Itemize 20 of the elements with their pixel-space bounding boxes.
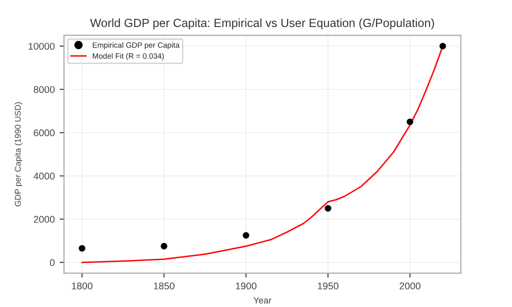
point bbox=[242, 232, 250, 239]
chart-title: World GDP per Capita: Empirical vs User Equation (G/Population) bbox=[90, 18, 434, 30]
y-tick-label: 10000 bbox=[28, 42, 55, 50]
y-tick-label: 4000 bbox=[34, 172, 55, 180]
x-tick-label: 1900 bbox=[236, 282, 256, 290]
x-tick-label: 1850 bbox=[154, 282, 174, 290]
point bbox=[324, 205, 332, 212]
y-tick-label: 0 bbox=[50, 259, 55, 266]
x-axis-title: Year bbox=[253, 297, 272, 304]
y-axis-title: GDP per Capita (1990 USD) bbox=[14, 102, 22, 206]
point bbox=[78, 245, 86, 252]
y-tick-label: 6000 bbox=[34, 129, 55, 136]
point bbox=[160, 242, 168, 250]
point bbox=[406, 118, 414, 126]
x-tick-label: 2000 bbox=[400, 282, 420, 290]
y-tick-label: 8000 bbox=[34, 86, 55, 93]
point bbox=[440, 42, 446, 50]
x-tick-label: 1950 bbox=[318, 282, 338, 290]
y-tick-label: 2000 bbox=[34, 216, 55, 223]
x-tick-label: 1800 bbox=[72, 282, 92, 290]
